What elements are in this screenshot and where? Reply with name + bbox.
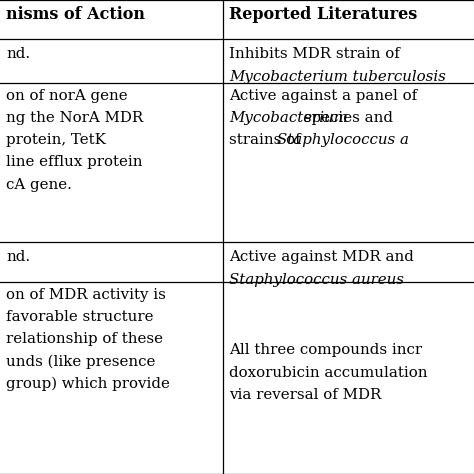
Text: Mycobacterium tuberculosis: Mycobacterium tuberculosis <box>229 70 446 84</box>
Text: cA gene.: cA gene. <box>6 178 72 192</box>
Text: species and: species and <box>299 111 393 125</box>
Text: unds (like presence: unds (like presence <box>6 355 155 369</box>
Text: on of norA gene: on of norA gene <box>6 89 128 103</box>
Text: ng the NorA MDR: ng the NorA MDR <box>6 111 144 125</box>
Text: strains of: strains of <box>229 133 305 147</box>
Text: nisms of Action: nisms of Action <box>6 6 145 23</box>
Text: Staphylococcus a: Staphylococcus a <box>277 133 409 147</box>
Text: Active against a panel of: Active against a panel of <box>229 89 417 103</box>
Text: All three compounds incr: All three compounds incr <box>229 343 422 357</box>
Text: Staphylococcus aureus: Staphylococcus aureus <box>229 273 404 287</box>
Text: Inhibits MDR strain of: Inhibits MDR strain of <box>229 47 400 62</box>
Text: Reported Literatures: Reported Literatures <box>229 6 417 23</box>
Text: Mycobacterium: Mycobacterium <box>229 111 348 125</box>
Text: group) which provide: group) which provide <box>6 377 170 391</box>
Text: doxorubicin accumulation: doxorubicin accumulation <box>229 366 428 380</box>
Text: protein, TetK: protein, TetK <box>6 133 106 147</box>
Text: on of MDR activity is: on of MDR activity is <box>6 288 166 302</box>
Text: favorable structure: favorable structure <box>6 310 154 324</box>
Text: via reversal of MDR: via reversal of MDR <box>229 388 381 402</box>
Text: line efflux protein: line efflux protein <box>6 155 143 170</box>
Text: nd.: nd. <box>6 47 30 62</box>
Text: nd.: nd. <box>6 250 30 264</box>
Text: .: . <box>334 273 339 287</box>
Text: Active against MDR and: Active against MDR and <box>229 250 414 264</box>
Text: relationship of these: relationship of these <box>6 332 163 346</box>
